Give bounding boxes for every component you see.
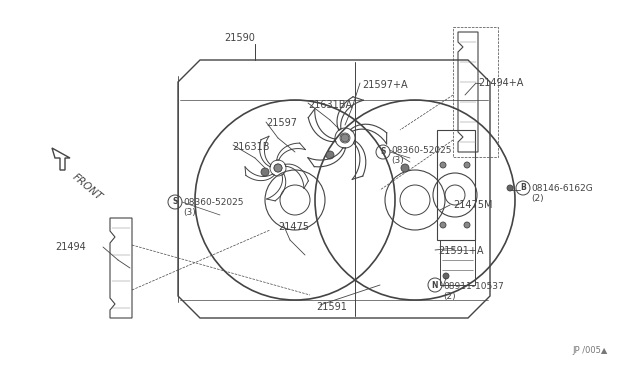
Circle shape: [440, 222, 446, 228]
Text: 08360-52025: 08360-52025: [183, 198, 243, 207]
Bar: [453, 27, 498, 157]
Text: S: S: [380, 148, 386, 157]
Circle shape: [443, 273, 449, 279]
Text: 08146-6162G: 08146-6162G: [531, 184, 593, 193]
Text: 21597: 21597: [266, 118, 297, 128]
Circle shape: [326, 151, 334, 159]
Text: 21494+A: 21494+A: [478, 78, 524, 88]
Text: 21631B: 21631B: [232, 142, 269, 152]
Text: 08360-52025: 08360-52025: [391, 146, 451, 155]
Text: JP /005▲: JP /005▲: [572, 346, 607, 355]
Bar: [440, 240, 475, 285]
Text: B: B: [520, 183, 526, 192]
Text: N: N: [432, 280, 438, 289]
Text: 21475: 21475: [278, 222, 309, 232]
Text: 21475M: 21475M: [453, 200, 493, 210]
Text: 21631BA: 21631BA: [308, 100, 352, 110]
Circle shape: [507, 185, 513, 191]
Text: 08911-10537: 08911-10537: [443, 282, 504, 291]
Text: 21597+A: 21597+A: [362, 80, 408, 90]
Circle shape: [341, 134, 349, 142]
Circle shape: [274, 164, 282, 172]
Text: (3): (3): [391, 156, 404, 165]
Text: S: S: [172, 198, 178, 206]
Circle shape: [464, 162, 470, 168]
Bar: [437, 130, 475, 240]
Circle shape: [401, 164, 409, 172]
Text: 21590: 21590: [225, 33, 255, 43]
Circle shape: [440, 162, 446, 168]
Text: (2): (2): [531, 194, 543, 203]
Text: 21591+A: 21591+A: [438, 246, 483, 256]
Text: FRONT: FRONT: [70, 172, 104, 202]
Text: 21591: 21591: [316, 302, 347, 312]
Text: 21494: 21494: [55, 242, 86, 252]
Text: (2): (2): [443, 292, 456, 301]
Text: (3): (3): [183, 208, 196, 217]
Circle shape: [261, 168, 269, 176]
Circle shape: [464, 222, 470, 228]
